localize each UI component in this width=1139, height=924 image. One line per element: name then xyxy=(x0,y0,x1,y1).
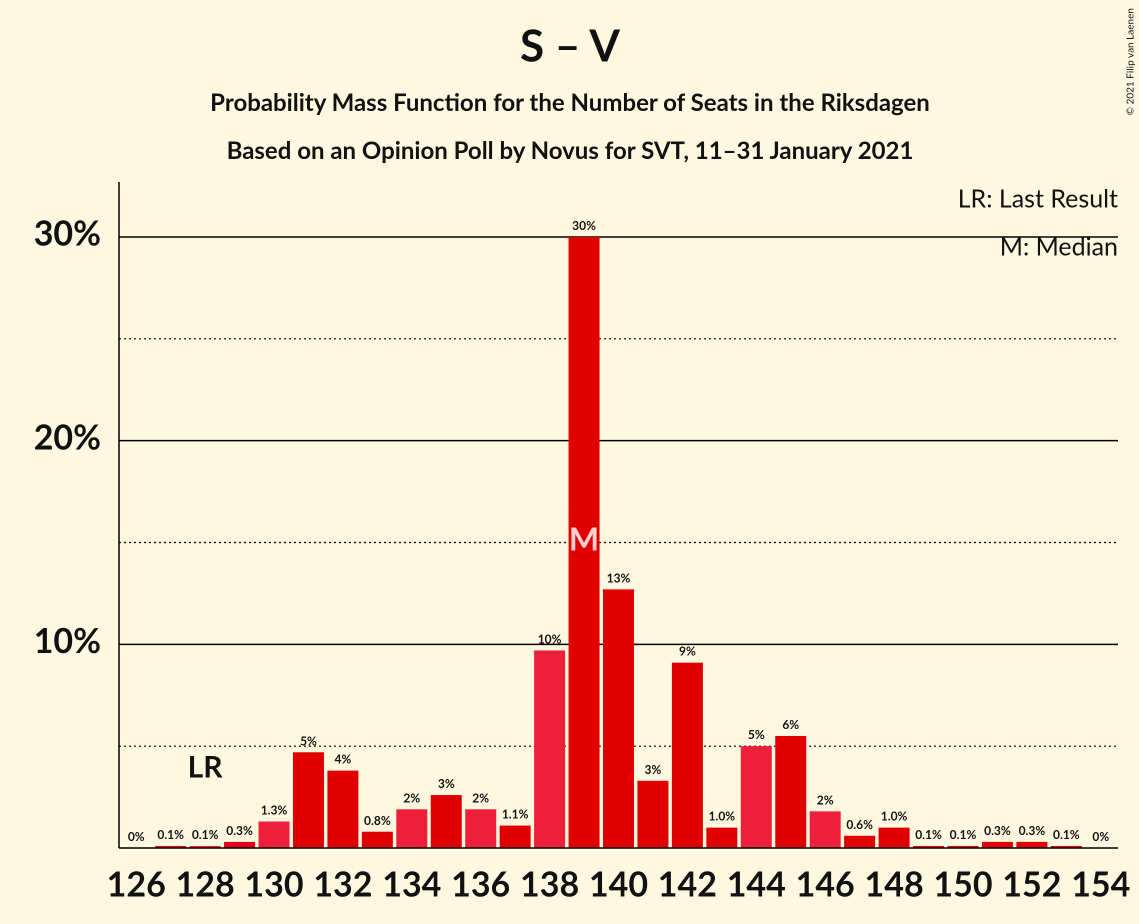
last-result-marker: LR xyxy=(188,749,224,785)
bar xyxy=(499,825,531,848)
chart-subtitle: Based on an Opinion Poll by Novus for SV… xyxy=(227,136,914,165)
value-label: 0.1% xyxy=(950,827,977,842)
y-tick-label: 20% xyxy=(34,416,101,457)
bar xyxy=(189,845,221,848)
value-label: 2% xyxy=(472,790,489,805)
bar xyxy=(913,845,945,848)
x-tick-label: 140 xyxy=(589,864,648,905)
value-label: 5% xyxy=(300,733,317,748)
bar xyxy=(430,795,462,848)
chart-title: S – V xyxy=(520,19,620,71)
bar xyxy=(361,831,393,848)
legend-entry: M: Median xyxy=(1000,231,1118,261)
bar xyxy=(844,835,876,848)
bar xyxy=(465,809,497,848)
value-label: 0.3% xyxy=(1019,823,1046,838)
bar xyxy=(740,746,772,848)
value-label: 0.6% xyxy=(846,817,873,832)
legend-entry: LR: Last Result xyxy=(958,183,1118,213)
bar xyxy=(258,821,290,848)
x-tick-label: 132 xyxy=(313,864,372,905)
bar xyxy=(292,752,324,848)
value-label: 13% xyxy=(607,570,631,585)
bar xyxy=(878,827,910,848)
x-tick-label: 144 xyxy=(727,864,786,905)
x-tick-label: 136 xyxy=(451,864,510,905)
value-label: 1.1% xyxy=(502,807,529,822)
bar xyxy=(602,589,635,848)
value-label: 0.1% xyxy=(915,827,942,842)
value-label: 9% xyxy=(679,644,696,659)
x-tick-label: 130 xyxy=(244,864,303,905)
bar xyxy=(706,827,738,848)
bar xyxy=(534,650,566,848)
value-label: 0% xyxy=(128,829,145,844)
bar xyxy=(981,841,1013,848)
median-marker: M xyxy=(569,519,599,558)
value-label: 0.1% xyxy=(157,827,184,842)
x-tick-label: 142 xyxy=(658,864,717,905)
bar xyxy=(1050,845,1082,848)
x-tick-label: 128 xyxy=(176,864,235,905)
value-label: 0.8% xyxy=(364,813,391,828)
value-label: 1.3% xyxy=(261,803,288,818)
bar xyxy=(809,811,841,848)
value-label: 0% xyxy=(1092,829,1109,844)
value-label: 0.3% xyxy=(984,823,1011,838)
value-label: 30% xyxy=(572,218,596,233)
x-tick-label: 148 xyxy=(865,864,924,905)
bar xyxy=(568,236,600,848)
bar xyxy=(947,845,979,848)
y-tick-label: 10% xyxy=(34,620,101,661)
chart-subtitle: Probability Mass Function for the Number… xyxy=(210,88,930,117)
value-label: 0.1% xyxy=(1053,827,1080,842)
value-label: 6% xyxy=(782,717,799,732)
value-label: 0.3% xyxy=(226,823,253,838)
value-label: 1.0% xyxy=(881,809,908,824)
value-label: 2% xyxy=(403,790,420,805)
copyright: © 2021 Filip van Laenen xyxy=(1125,8,1137,115)
bar xyxy=(155,845,187,848)
x-tick-label: 150 xyxy=(933,864,992,905)
x-tick-label: 146 xyxy=(796,864,855,905)
x-tick-label: 154 xyxy=(1071,864,1130,905)
bar xyxy=(1016,841,1048,848)
value-label: 0.1% xyxy=(192,827,219,842)
value-label: 3% xyxy=(438,776,455,791)
value-label: 5% xyxy=(748,727,765,742)
value-label: 4% xyxy=(335,752,352,767)
bar xyxy=(671,662,703,848)
x-tick-label: 126 xyxy=(107,864,166,905)
y-tick-label: 30% xyxy=(34,213,101,254)
x-tick-label: 134 xyxy=(382,864,441,905)
value-label: 1.0% xyxy=(709,809,736,824)
bar xyxy=(327,770,359,848)
bar xyxy=(224,841,256,848)
value-label: 10% xyxy=(538,632,562,647)
value-label: 2% xyxy=(817,792,834,807)
bar xyxy=(637,780,669,848)
bar xyxy=(396,809,428,848)
x-tick-label: 138 xyxy=(520,864,579,905)
bar xyxy=(775,735,807,848)
value-label: 3% xyxy=(645,762,662,777)
x-tick-label: 152 xyxy=(1002,864,1061,905)
